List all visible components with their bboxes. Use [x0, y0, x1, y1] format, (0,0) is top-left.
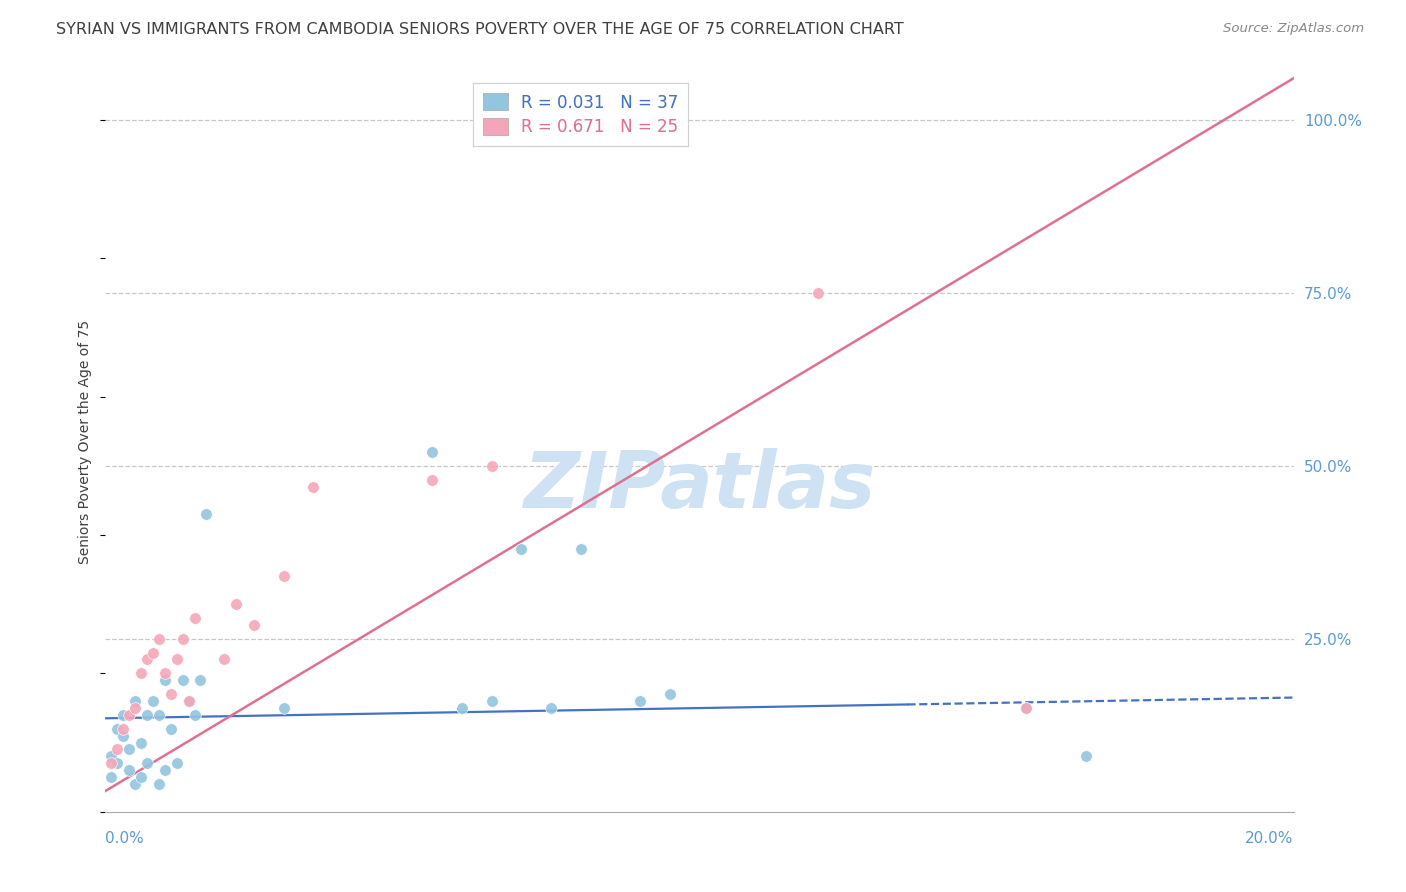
Text: Source: ZipAtlas.com: Source: ZipAtlas.com [1223, 22, 1364, 36]
Point [195, 507, 218, 521]
Point [569, 541, 592, 556]
Point [273, 569, 295, 583]
Point [148, 632, 170, 646]
Y-axis label: Seniors Poverty Over the Age of 75: Seniors Poverty Over the Age of 75 [79, 319, 93, 564]
Point [105, 756, 128, 771]
Point [112, 722, 135, 736]
Point [129, 735, 152, 749]
Point [159, 722, 181, 736]
Point [510, 541, 533, 556]
Point [628, 694, 651, 708]
Point [142, 694, 165, 708]
Point [214, 652, 236, 666]
Text: 0.0%: 0.0% [105, 831, 145, 846]
Point [136, 652, 159, 666]
Point [177, 694, 200, 708]
Point [148, 707, 170, 722]
Point [177, 694, 200, 708]
Point [142, 646, 165, 660]
Text: 20.0%: 20.0% [1246, 831, 1294, 846]
Point [118, 763, 141, 777]
Point [124, 701, 146, 715]
Point [420, 445, 443, 459]
Point [100, 756, 122, 771]
Point [100, 749, 122, 764]
Point [172, 673, 194, 688]
Point [118, 742, 141, 756]
Point [118, 707, 141, 722]
Point [658, 687, 681, 701]
Point [183, 611, 205, 625]
Point [1015, 701, 1038, 715]
Point [190, 673, 212, 688]
Point [129, 770, 152, 784]
Point [129, 666, 152, 681]
Point [273, 701, 295, 715]
Point [136, 756, 159, 771]
Point [100, 770, 122, 784]
Point [148, 777, 170, 791]
Point [112, 729, 135, 743]
Point [481, 458, 503, 473]
Point [807, 285, 830, 300]
Point [124, 694, 146, 708]
Point [112, 707, 135, 722]
Point [166, 652, 188, 666]
Point [153, 763, 176, 777]
Point [1074, 749, 1097, 764]
Point [105, 742, 128, 756]
Point [243, 618, 266, 632]
Point [658, 112, 681, 127]
Text: SYRIAN VS IMMIGRANTS FROM CAMBODIA SENIORS POVERTY OVER THE AGE OF 75 CORRELATIO: SYRIAN VS IMMIGRANTS FROM CAMBODIA SENIO… [56, 22, 904, 37]
Point [153, 673, 176, 688]
Point [1015, 701, 1038, 715]
Point [105, 722, 128, 736]
Point [136, 707, 159, 722]
Point [183, 707, 205, 722]
Legend: R = 0.031   N = 37, R = 0.671   N = 25: R = 0.031 N = 37, R = 0.671 N = 25 [472, 83, 689, 146]
Point [540, 701, 562, 715]
Point [225, 597, 247, 611]
Point [302, 479, 325, 493]
Point [172, 632, 194, 646]
Point [124, 777, 146, 791]
Point [159, 687, 181, 701]
Point [166, 756, 188, 771]
Point [153, 666, 176, 681]
Point [481, 694, 503, 708]
Point [420, 473, 443, 487]
Text: ZIPatlas: ZIPatlas [523, 448, 876, 524]
Point [450, 701, 472, 715]
